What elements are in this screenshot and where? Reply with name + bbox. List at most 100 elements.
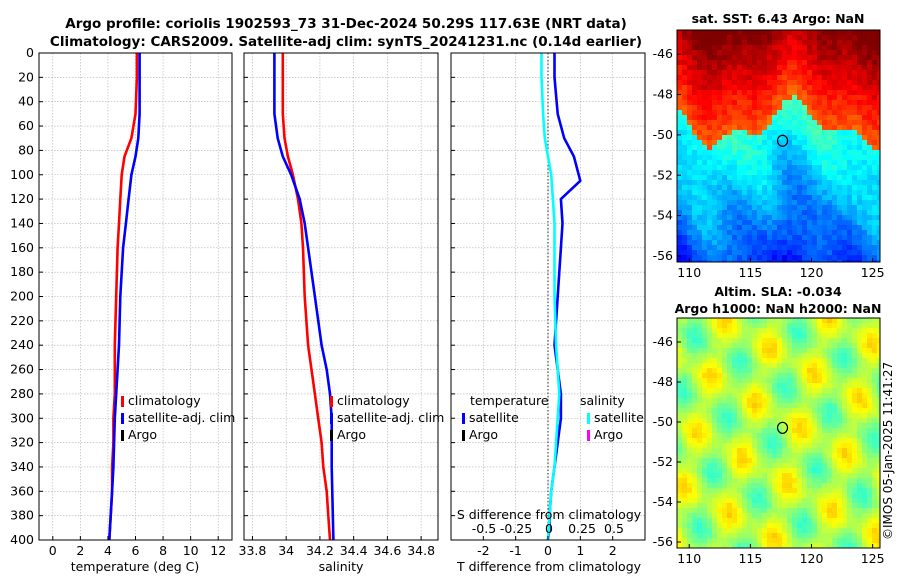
y-tick-label: 140 bbox=[10, 215, 34, 230]
figure-subtitle: Climatology: CARS2009. Satellite-adj cli… bbox=[50, 34, 642, 50]
map-y-tick-label: -50 bbox=[653, 127, 673, 142]
legend-swatch bbox=[330, 396, 333, 407]
legend-swatch bbox=[587, 413, 590, 424]
legend-swatch bbox=[330, 430, 333, 441]
map-x-tick-label: 115 bbox=[738, 551, 762, 566]
y-tick-label: 280 bbox=[10, 386, 34, 401]
y-tick-label: 400 bbox=[10, 532, 34, 547]
legend-label: Argo bbox=[337, 427, 366, 442]
series-line-satellite-adj-clim bbox=[108, 53, 141, 541]
legend-swatch bbox=[121, 430, 124, 441]
y-tick-label: 40 bbox=[18, 94, 34, 109]
map-field bbox=[677, 30, 881, 263]
sst-map-title: sat. SST: 6.43 Argo: NaN bbox=[692, 11, 865, 26]
argo-location-marker bbox=[776, 134, 789, 147]
secondary-tick-label: 0 bbox=[545, 521, 553, 536]
x-tick-label: 34.2 bbox=[306, 543, 334, 558]
y-tick-label: 320 bbox=[10, 435, 34, 450]
temperature-panel: 0 2 4 6 8 10 120204060801001201401601802002202… bbox=[10, 45, 235, 558]
map-x-tick-label: 120 bbox=[800, 265, 824, 280]
legend-label: climatology bbox=[128, 393, 201, 408]
map-y-tick-label: -56 bbox=[653, 248, 673, 263]
x-tick-label: -1 bbox=[509, 543, 521, 558]
y-tick-label: 180 bbox=[10, 264, 34, 279]
x-tick-label: 12 bbox=[210, 543, 226, 558]
map-x-tick-label: 125 bbox=[861, 265, 885, 280]
y-tick-label: 380 bbox=[10, 508, 34, 523]
x-tick-label: 0 bbox=[49, 543, 57, 558]
x-tick-label: 8 bbox=[159, 543, 167, 558]
sla-map-subtitle: Argo h1000: NaN h2000: NaN bbox=[675, 301, 882, 316]
legend-label: Argo bbox=[128, 427, 157, 442]
y-tick-label: 300 bbox=[10, 410, 34, 425]
map-y-tick-label: -56 bbox=[653, 534, 673, 549]
sst-map: 110 115 120 125 -46 -48 -50 -52 -54 -56 bbox=[653, 29, 885, 280]
x-tick-label: 34.6 bbox=[373, 543, 401, 558]
map-x-tick-label: 115 bbox=[738, 265, 762, 280]
secondary-xlabel: S difference from climatology bbox=[457, 507, 642, 522]
map-y-tick-label: -48 bbox=[653, 374, 673, 389]
legend-label: satellite bbox=[469, 410, 519, 425]
y-tick-label: 160 bbox=[10, 240, 34, 255]
map-y-tick-label: -52 bbox=[653, 167, 673, 182]
y-tick-label: 260 bbox=[10, 362, 34, 377]
map-y-tick-label: -54 bbox=[653, 494, 673, 509]
salinity-xlabel: salinity bbox=[319, 559, 364, 574]
map-y-tick-label: -46 bbox=[653, 334, 673, 349]
x-tick-label: 2 bbox=[76, 543, 84, 558]
legend-title-salinity: salinity bbox=[580, 393, 625, 408]
y-tick-label: 200 bbox=[10, 289, 34, 304]
map-x-tick-label: 125 bbox=[861, 551, 885, 566]
y-tick-label: 80 bbox=[18, 142, 34, 157]
y-tick-label: 100 bbox=[10, 167, 34, 182]
secondary-tick-label: -0.25 bbox=[500, 521, 532, 536]
y-tick-label: 20 bbox=[18, 69, 34, 84]
sla-map: 110 115 120 125 -46 -48 -50 -52 -54 -56 bbox=[653, 317, 885, 566]
legend-label: climatology bbox=[337, 393, 410, 408]
map-y-tick-label: -50 bbox=[653, 414, 673, 429]
y-tick-label: 240 bbox=[10, 337, 34, 352]
secondary-tick-label: 0.5 bbox=[604, 521, 624, 536]
legend-label: satellite-adj. clim bbox=[337, 410, 444, 425]
legend-swatch bbox=[330, 413, 333, 424]
y-tick-label: 0 bbox=[26, 45, 34, 60]
footer-timestamp: ©IMOS 05-Jan-2025 11:41:27 bbox=[881, 362, 895, 540]
legend-label: satellite bbox=[594, 410, 644, 425]
x-tick-label: 33.8 bbox=[239, 543, 267, 558]
temperature-xlabel: temperature (deg C) bbox=[71, 559, 200, 574]
legend-swatch bbox=[121, 396, 124, 407]
map-y-tick-label: -48 bbox=[653, 87, 673, 102]
legend-swatch bbox=[587, 430, 590, 441]
x-tick-label: 4 bbox=[104, 543, 112, 558]
x-tick-label: 34 bbox=[278, 543, 294, 558]
x-tick-label: 6 bbox=[132, 543, 140, 558]
sla-map-title: Altim. SLA: -0.034 bbox=[714, 284, 842, 299]
series-line-climatology bbox=[281, 53, 332, 541]
map-y-tick-label: -54 bbox=[653, 208, 673, 223]
map-x-tick-label: 110 bbox=[677, 551, 701, 566]
y-tick-label: 340 bbox=[10, 459, 34, 474]
legend-swatch bbox=[462, 413, 465, 424]
secondary-tick-label: 0.25 bbox=[568, 521, 596, 536]
x-tick-label: 34.4 bbox=[340, 543, 368, 558]
map-frame bbox=[676, 29, 881, 263]
map-y-tick-label: -52 bbox=[653, 454, 673, 469]
y-tick-label: 220 bbox=[10, 313, 34, 328]
legend-swatch bbox=[121, 413, 124, 424]
x-tick-label: -2 bbox=[477, 543, 489, 558]
legend-label: Argo bbox=[469, 427, 498, 442]
x-tick-label: 0 bbox=[544, 543, 552, 558]
map-x-tick-label: 110 bbox=[677, 265, 701, 280]
difference-panel: -2 -1 0 1 2 temperature salinity satellite Argo s… bbox=[450, 52, 646, 558]
figure-title: Argo profile: coriolis 1902593_73 31-Dec… bbox=[65, 16, 627, 32]
salinity-panel: 33.8 34 34.2 34.4 34.6 34.8 climatology satelli… bbox=[239, 52, 444, 558]
y-tick-label: 120 bbox=[10, 191, 34, 206]
difference-xlabel: T difference from climatology bbox=[456, 559, 642, 574]
map-field bbox=[677, 318, 881, 549]
x-tick-label: 1 bbox=[576, 543, 584, 558]
legend-label: satellite-adj. clim bbox=[128, 410, 235, 425]
y-tick-label: 60 bbox=[18, 118, 34, 133]
series-line-salinity-satellite bbox=[540, 53, 561, 541]
map-frame bbox=[676, 317, 881, 549]
